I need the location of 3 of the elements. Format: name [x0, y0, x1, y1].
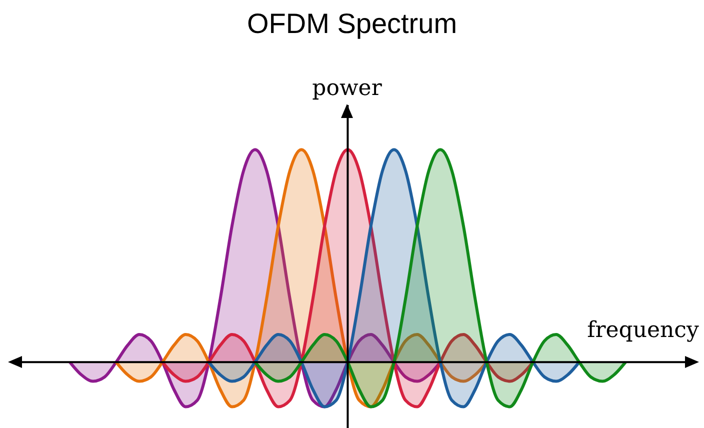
chart-title: OFDM Spectrum: [246, 8, 458, 40]
y-axis-title: power: [312, 76, 382, 101]
x-axis-title: frequency: [587, 318, 700, 343]
